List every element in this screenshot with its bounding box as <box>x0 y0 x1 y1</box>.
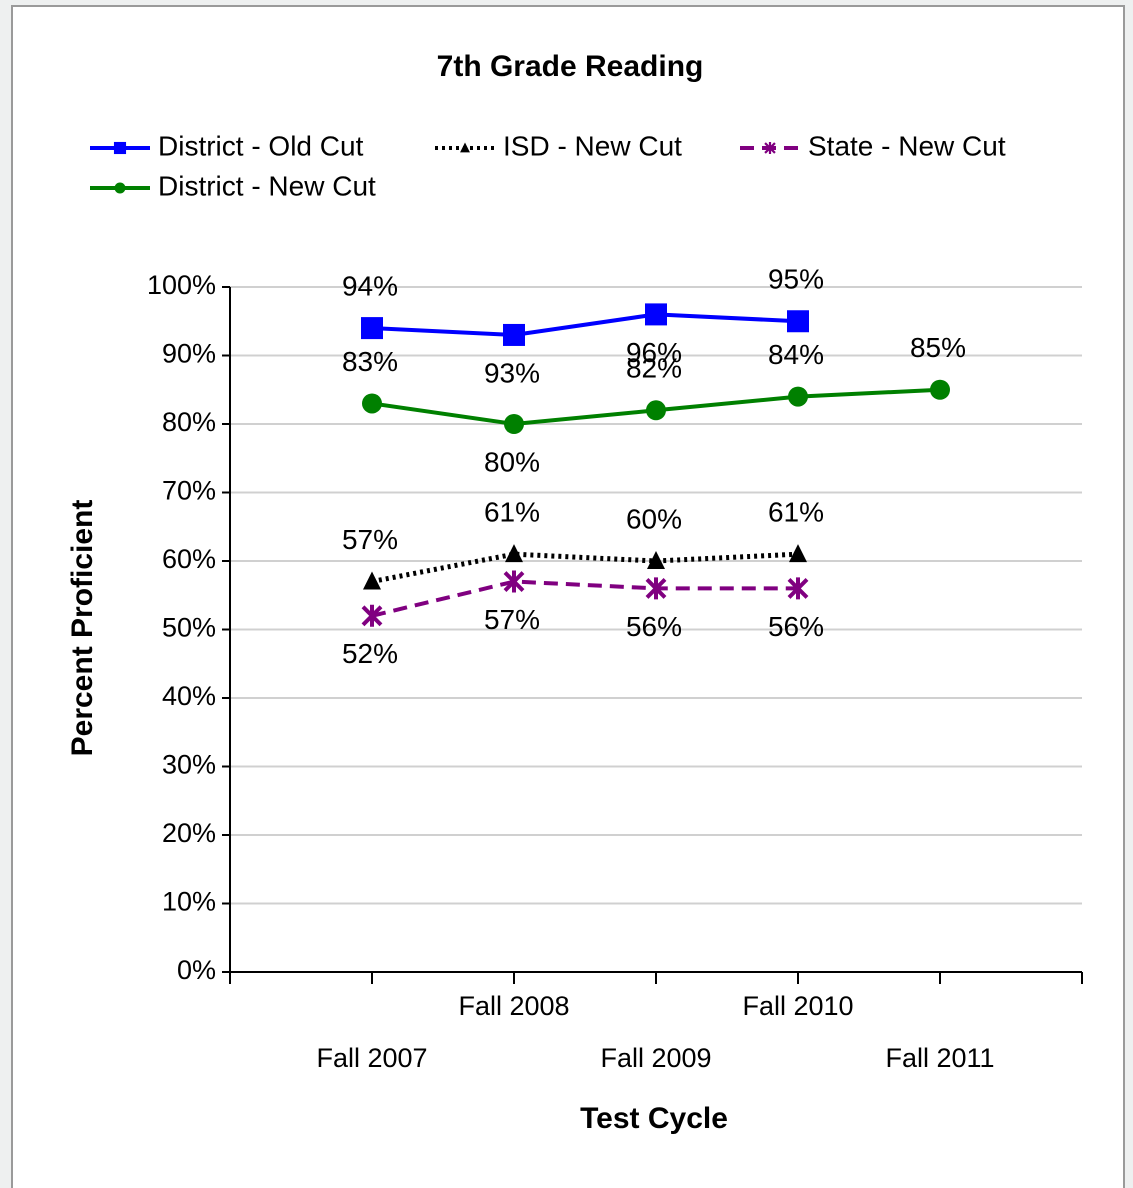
marker <box>645 577 667 600</box>
marker <box>503 323 525 346</box>
marker <box>787 310 809 333</box>
data-label: 57% <box>484 604 540 635</box>
marker <box>646 400 666 421</box>
data-label: 85% <box>910 332 966 363</box>
marker <box>361 604 383 627</box>
legend-label: District - New Cut <box>158 170 376 201</box>
marker <box>361 317 383 340</box>
series-line <box>371 551 799 585</box>
series-line <box>371 579 798 618</box>
data-label: 60% <box>626 503 682 534</box>
marker <box>362 393 382 414</box>
y-axis-title: Percent Proficient <box>66 500 99 757</box>
y-tick-label: 30% <box>162 750 216 780</box>
y-tick-label: 10% <box>162 887 216 917</box>
y-tick-label: 70% <box>162 476 216 506</box>
legend-item: District - Old Cut <box>90 130 364 161</box>
y-tick-label: 50% <box>162 613 216 643</box>
legend-label: ISD - New Cut <box>503 130 682 161</box>
data-label: 80% <box>484 446 540 477</box>
y-tick-label: 20% <box>162 818 216 848</box>
legend-label: District - Old Cut <box>158 130 364 161</box>
x-tick-label: Fall 2010 <box>742 991 853 1021</box>
x-tick-label: Fall 2008 <box>458 991 569 1021</box>
marker <box>789 544 807 563</box>
x-tick-label: Fall 2009 <box>600 1043 711 1073</box>
data-label: 57% <box>342 524 398 555</box>
legend-item: ISD - New Cut <box>435 130 682 161</box>
legend-item: District - New Cut <box>90 170 376 201</box>
data-label: 83% <box>342 346 398 377</box>
marker <box>647 551 665 569</box>
legend-marker <box>460 142 470 153</box>
y-tick-label: 100% <box>147 270 216 300</box>
data-label: 84% <box>768 339 824 370</box>
legend-label: State - New Cut <box>808 130 1006 161</box>
chart-frame <box>11 5 1125 1188</box>
marker <box>503 570 525 593</box>
marker <box>787 577 809 600</box>
legend-marker <box>764 141 776 155</box>
marker <box>363 571 381 590</box>
y-tick-label: 80% <box>162 407 216 437</box>
x-axis-title: Test Cycle <box>580 1102 728 1135</box>
data-label: 52% <box>342 638 398 669</box>
series-line <box>371 312 799 337</box>
legend-item: State - New Cut <box>740 130 1006 161</box>
y-tick-label: 40% <box>162 681 216 711</box>
data-label: 94% <box>342 270 398 301</box>
marker <box>645 303 667 326</box>
data-label: 82% <box>626 353 682 384</box>
marker <box>930 379 950 400</box>
data-label: 93% <box>484 357 540 388</box>
marker <box>505 544 523 563</box>
marker <box>788 386 808 407</box>
y-tick-label: 60% <box>162 544 216 574</box>
data-label: 95% <box>768 264 824 295</box>
x-tick-label: Fall 2007 <box>316 1043 427 1073</box>
y-tick-label: 0% <box>177 955 216 985</box>
legend-marker <box>114 182 126 194</box>
data-label: 96% <box>626 337 682 368</box>
data-label: 61% <box>768 497 824 528</box>
data-label: 61% <box>484 497 540 528</box>
y-tick-label: 90% <box>162 339 216 369</box>
marker <box>504 414 524 434</box>
data-label: 56% <box>768 611 824 642</box>
x-tick-label: Fall 2011 <box>885 1043 994 1073</box>
legend-marker <box>113 141 127 155</box>
data-label: 56% <box>626 611 682 642</box>
chart-title: 7th Grade Reading <box>437 50 704 83</box>
